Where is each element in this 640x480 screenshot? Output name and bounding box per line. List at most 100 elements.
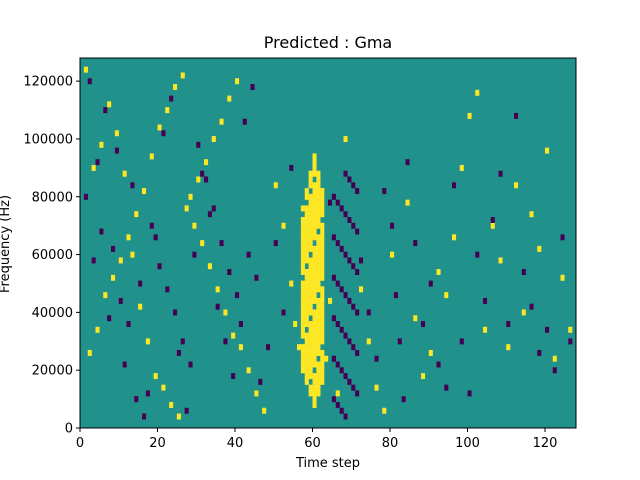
heatmap-cell-low <box>452 182 457 189</box>
heatmap-cell-high <box>382 407 387 414</box>
heatmap-cell-low <box>114 147 119 154</box>
heatmap-cell-high <box>215 286 220 293</box>
heatmap-cell-high <box>459 164 464 171</box>
heatmap-cell-high <box>142 188 147 195</box>
heatmap-cell-high <box>545 147 550 154</box>
heatmap-cell-high <box>312 193 317 200</box>
heatmap-cell-high <box>312 234 317 241</box>
heatmap-cell-low <box>138 280 143 287</box>
heatmap-cell-low <box>118 297 123 304</box>
heatmap-cell-high <box>312 211 317 218</box>
heatmap-cell-high <box>316 390 321 397</box>
heatmap-cell-low <box>382 188 387 195</box>
heatmap-cell-low <box>568 338 573 345</box>
heatmap-cell-low <box>397 338 402 345</box>
heatmap-cell-high <box>316 315 321 322</box>
heatmap-cell-high <box>312 297 317 304</box>
heatmap-cell-high <box>308 234 313 241</box>
heatmap-cell-high <box>300 280 305 287</box>
heatmap-cell-high <box>490 222 495 229</box>
heatmap-cell-low <box>235 292 240 299</box>
heatmap-cell-high <box>300 326 305 333</box>
heatmap-cell-high <box>95 326 100 333</box>
heatmap-cell-low <box>153 234 158 241</box>
heatmap-cell-high <box>300 332 305 339</box>
heatmap-cell-high <box>308 193 313 200</box>
heatmap-cell-high <box>320 309 325 316</box>
heatmap-cell-high <box>312 245 317 252</box>
heatmap-cell-high <box>320 263 325 270</box>
heatmap-cell-low <box>95 159 100 166</box>
heatmap-cell-high <box>328 297 333 304</box>
heatmap-cell-high <box>289 280 294 287</box>
heatmap-cell-high <box>304 303 309 310</box>
heatmap-cell-low <box>227 269 232 275</box>
heatmap-cell-high <box>506 344 511 351</box>
heatmap-cell-high <box>316 216 321 223</box>
heatmap-cell-high <box>316 338 321 345</box>
heatmap-cell-high <box>316 170 321 177</box>
heatmap-cell-high <box>192 222 197 229</box>
heatmap-cell-low <box>351 303 356 310</box>
heatmap-cell-high <box>312 373 317 380</box>
heatmap-cell-high <box>300 245 305 252</box>
heatmap-cell-high <box>304 297 309 304</box>
y-tick-label: 100000 <box>23 132 73 147</box>
heatmap-cell-high <box>316 321 321 328</box>
heatmap-cell-low <box>537 349 542 356</box>
heatmap-cell-high <box>308 269 313 275</box>
plot-area <box>79 57 577 429</box>
heatmap-cell-high <box>304 234 309 241</box>
heatmap-cell-low <box>211 205 216 212</box>
heatmap-cell-low <box>165 286 170 293</box>
heatmap-cell-low <box>335 361 340 368</box>
heatmap-cell-low <box>289 164 294 171</box>
heatmap-cell-high <box>304 361 309 368</box>
heatmap-cell-low <box>331 234 336 241</box>
heatmap-cell-high <box>300 297 305 304</box>
heatmap-cell-high <box>475 89 480 96</box>
heatmap-cell-low <box>242 118 247 125</box>
x-tick-label: 40 <box>227 436 244 451</box>
heatmap-cell-low <box>331 315 336 322</box>
heatmap-cell-high <box>320 205 325 212</box>
heatmap-cell-high <box>304 257 309 264</box>
heatmap-cell-high <box>308 240 313 247</box>
heatmap-cell-high <box>126 234 131 241</box>
heatmap-cell-high <box>153 373 158 380</box>
heatmap-cell-low <box>331 193 336 200</box>
heatmap-cell-high <box>308 367 313 374</box>
heatmap-cell-low <box>343 292 348 299</box>
plot-background <box>80 58 576 428</box>
heatmap-cell-low <box>266 344 271 351</box>
heatmap-cell-high <box>304 228 309 235</box>
heatmap-cell-high <box>312 269 317 275</box>
heatmap-cell-low <box>545 326 550 333</box>
heatmap-cell-high <box>308 390 313 397</box>
heatmap-cell-high <box>231 332 236 339</box>
heatmap-cell-high <box>300 315 305 322</box>
heatmap-cell-low <box>355 390 360 397</box>
heatmap-cell-high <box>390 251 395 258</box>
heatmap-cell-high <box>169 401 174 408</box>
heatmap-cell-high <box>312 170 317 177</box>
heatmap-cell-high <box>320 188 325 195</box>
heatmap-cell-high <box>300 286 305 293</box>
heatmap-cell-low <box>281 309 286 316</box>
heatmap-cell-high <box>308 338 313 345</box>
heatmap-cell-low <box>134 396 139 403</box>
heatmap-cell-high <box>308 182 313 189</box>
y-tick-label: 20000 <box>32 364 73 379</box>
heatmap-cell-high <box>316 297 321 304</box>
heatmap-cell-high <box>304 251 309 258</box>
heatmap-cell-high <box>308 361 313 368</box>
heatmap-cell-high <box>320 228 325 235</box>
heatmap-cell-high <box>99 141 104 148</box>
heatmap-cell-high <box>308 257 313 264</box>
heatmap-cell-high <box>312 257 317 264</box>
heatmap-cell-high <box>103 292 108 299</box>
heatmap-cell-high <box>320 332 325 339</box>
heatmap-cell-high <box>304 240 309 247</box>
heatmap-cell-high <box>320 286 325 293</box>
heatmap-cell-high <box>308 384 313 391</box>
